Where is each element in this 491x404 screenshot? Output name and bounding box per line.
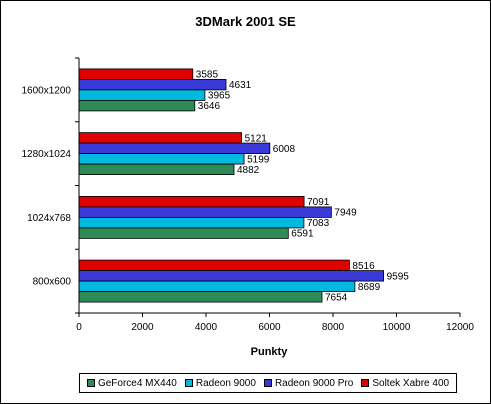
category-label: 1600x1200 <box>22 85 72 96</box>
legend-item: GeForce4 MX440 <box>86 377 177 389</box>
x-tick-label: 4000 <box>195 322 218 333</box>
data-label: 6008 <box>273 144 296 155</box>
bar <box>78 163 235 176</box>
bar <box>78 153 245 165</box>
data-label: 9595 <box>387 271 410 282</box>
bar <box>78 206 332 218</box>
bar <box>78 259 350 272</box>
bar <box>78 100 196 112</box>
bar <box>78 227 289 239</box>
legend-label: GeForce4 MX440 <box>97 377 177 389</box>
axes: 1600x1200 1280x1024 1024x768 800x600 0 2000 40… <box>22 57 474 333</box>
x-tick-label: 2000 <box>131 322 154 333</box>
legend-swatch <box>184 379 193 387</box>
data-label: 7091 <box>307 197 330 208</box>
legend-item: Radeon 9000 <box>184 377 256 389</box>
data-label: 4882 <box>237 165 260 176</box>
legend-swatch <box>361 379 370 387</box>
category-label: 1280x1024 <box>22 149 72 160</box>
legend: GeForce4 MX440 Radeon 9000 Radeon 9000 Pro… <box>79 373 457 393</box>
legend-label: Radeon 9000 <box>195 377 256 389</box>
x-axis-label: Punkty <box>251 346 289 358</box>
x-tick-label: 8000 <box>322 322 345 333</box>
legend-item: Radeon 9000 Pro <box>263 377 354 389</box>
data-label: 7654 <box>325 292 348 303</box>
bar <box>78 280 356 293</box>
data-label: 6591 <box>291 229 314 240</box>
bar <box>78 132 243 144</box>
bar <box>78 142 271 155</box>
data-label: 5199 <box>247 154 270 165</box>
legend-label: Soltek Xabre 400 <box>372 377 450 389</box>
legend-swatch <box>86 379 95 387</box>
data-label: 3965 <box>208 91 231 102</box>
bar <box>78 89 206 101</box>
data-label: 7949 <box>334 208 357 219</box>
bar <box>78 195 305 208</box>
data-label: 8516 <box>352 261 375 272</box>
legend-swatch <box>263 379 272 387</box>
data-label: 4631 <box>229 80 252 91</box>
data-label: 3646 <box>198 101 221 112</box>
bar <box>78 68 194 80</box>
data-label: 3585 <box>196 70 219 81</box>
data-label: 5121 <box>245 133 268 144</box>
category-label: 1024x768 <box>27 213 71 224</box>
x-tick-label: 0 <box>76 322 82 333</box>
bar <box>78 79 227 91</box>
x-tick-label: 12000 <box>446 322 474 333</box>
x-tick-label: 6000 <box>258 322 281 333</box>
data-label: 8689 <box>358 282 381 293</box>
chart-title: 3DMark 2001 SE <box>195 14 296 29</box>
legend-label: Radeon 9000 Pro <box>274 377 354 389</box>
bar <box>78 291 323 303</box>
category-label: 800x600 <box>33 277 72 288</box>
legend-item: Soltek Xabre 400 <box>361 378 449 389</box>
bar <box>78 216 305 229</box>
bar <box>78 270 385 282</box>
x-tick-label: 10000 <box>383 322 411 333</box>
data-label: 7083 <box>307 218 330 229</box>
